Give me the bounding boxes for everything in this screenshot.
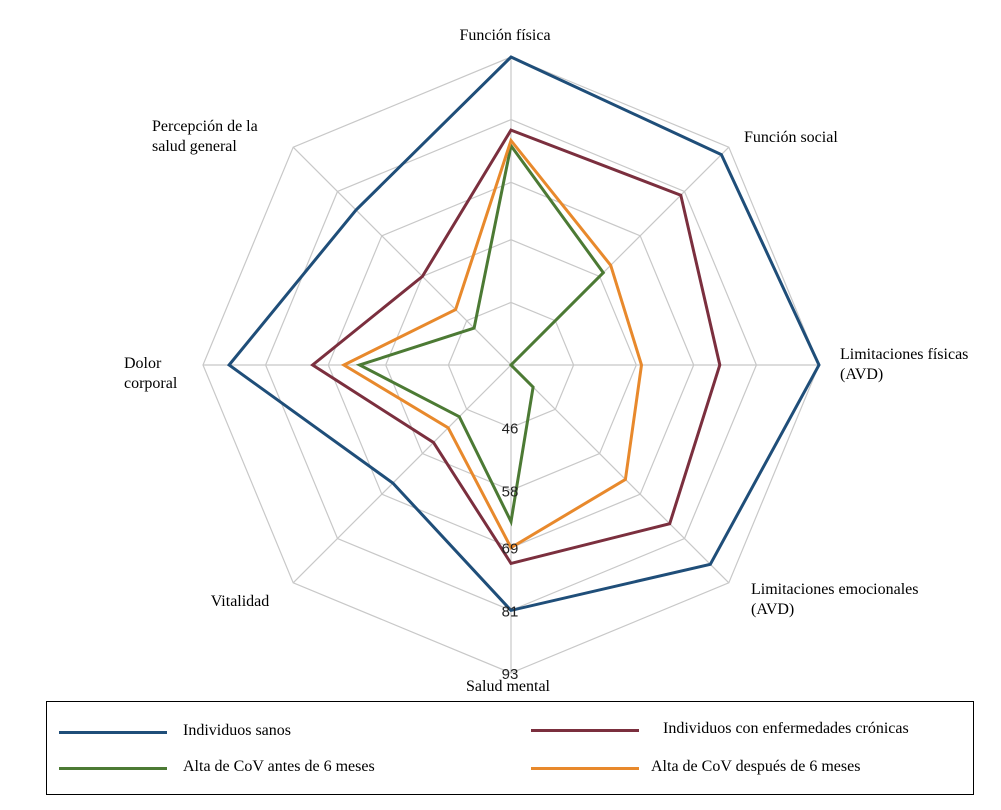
- axis-label: Limitaciones físicas (AVD): [840, 346, 968, 383]
- tick-label: 69: [502, 541, 519, 558]
- legend-swatch: [59, 731, 167, 734]
- legend-label: Individuos con enfermedades crónicas: [663, 720, 909, 737]
- legend-swatch: [59, 767, 167, 770]
- series-line-2: [310, 128, 722, 566]
- tick-label: 81: [502, 603, 519, 620]
- radar-series: [226, 55, 821, 613]
- series-line-3: [355, 142, 606, 527]
- grid-spoke: [510, 364, 730, 584]
- series-line-1: [226, 55, 821, 613]
- legend: Individuos sanos Individuos con enfermed…: [46, 701, 974, 795]
- radar-chart: 46 58 69 81 93 Función física Función social L…: [124, 27, 968, 695]
- grid-spoke: [292, 364, 512, 584]
- legend-label: Alta de CoV después de 6 meses: [651, 758, 861, 775]
- tick-label: 46: [502, 421, 519, 438]
- axis-label: Dolor corporal: [124, 355, 178, 392]
- radar-grid: [202, 56, 820, 674]
- radial-tick-labels: 46 58 69 81 93: [502, 421, 519, 683]
- legend-label: Individuos sanos: [183, 722, 291, 739]
- axis-label: Percepción de la salud general: [152, 118, 258, 155]
- axis-label: Vitalidad: [211, 593, 270, 610]
- tick-label: 58: [502, 483, 519, 500]
- legend-swatch: [531, 729, 639, 732]
- series-line-4: [340, 137, 644, 550]
- axis-label: Limitaciones emocionales (AVD): [751, 581, 919, 618]
- axis-labels: Función física Función social Limitaciones…: [124, 27, 968, 695]
- grid-spoke: [292, 146, 512, 366]
- axis-label: Función social: [744, 129, 838, 146]
- legend-swatch: [531, 767, 639, 770]
- tick-label: 93: [502, 666, 519, 683]
- legend-label: Alta de CoV antes de 6 meses: [183, 758, 375, 775]
- axis-label: Función física: [459, 27, 550, 44]
- axis-label: Salud mental: [466, 678, 551, 695]
